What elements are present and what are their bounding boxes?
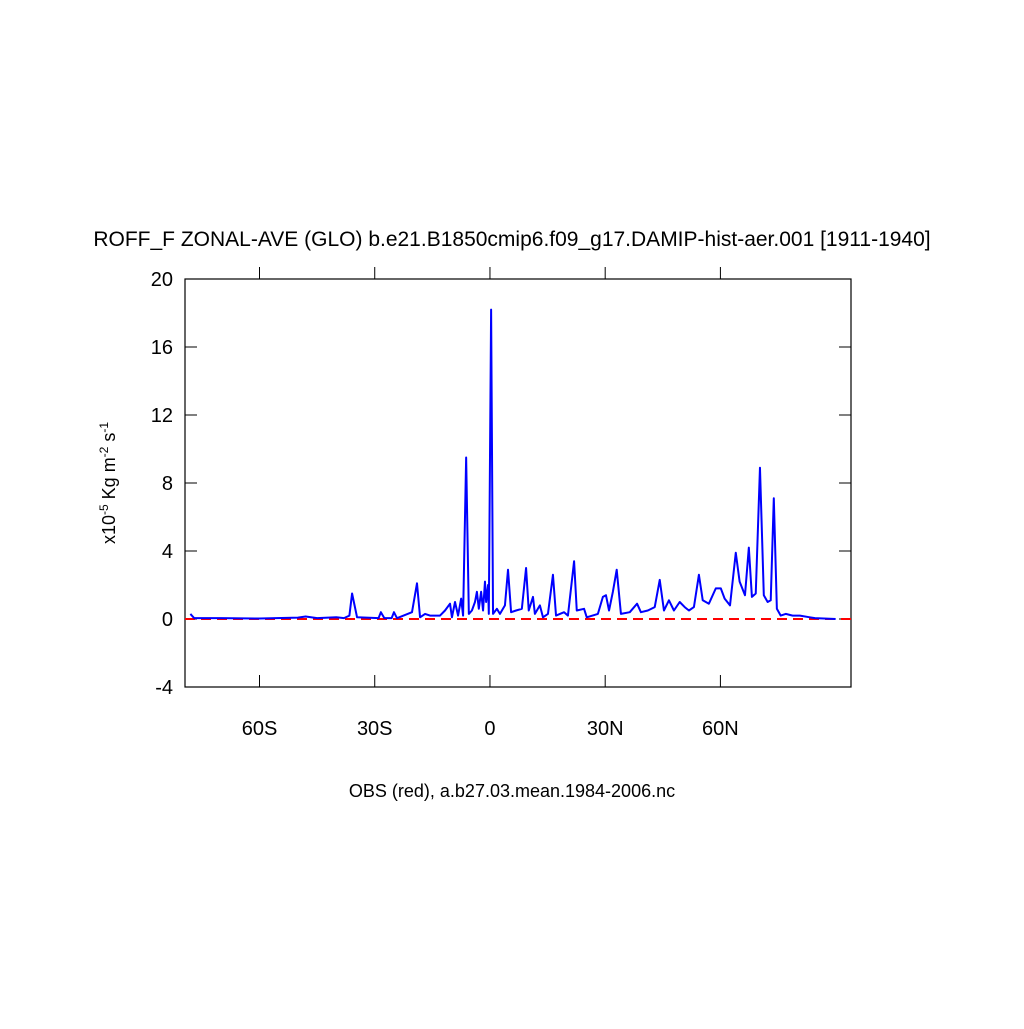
y-tick-label: 8 [162, 473, 173, 495]
x-tick-label: 30S [357, 718, 393, 740]
chart-title: ROFF_F ZONAL-AVE (GLO) b.e21.B1850cmip6.… [93, 228, 930, 251]
y-axis-label-part: x10 [99, 515, 119, 544]
y-axis-label-superscript: -5 [97, 504, 111, 515]
data-line [189, 308, 836, 620]
y-tick-label: 0 [162, 609, 173, 631]
x-tick-label: 30N [587, 718, 624, 740]
y-tick-label: 16 [151, 337, 173, 359]
y-tick-label: 12 [151, 405, 173, 427]
y-tick-label: 20 [151, 269, 173, 291]
y-tick-label: 4 [162, 541, 173, 563]
y-axis-label-part: s [99, 433, 119, 447]
x-tick-label: 60N [702, 718, 739, 740]
plot-frame [184, 278, 852, 688]
x-tick-label: 60S [242, 718, 278, 740]
y-axis-label-superscript: -1 [97, 422, 111, 433]
x-tick-label: 0 [484, 718, 495, 740]
y-axis-label: x10-5 Kg m-2 s-1 [97, 422, 119, 544]
y-axis-label-superscript: -2 [97, 446, 111, 457]
y-tick-label: -4 [155, 677, 173, 699]
y-axis-label-part: Kg m [99, 457, 119, 504]
x-axis-label: OBS (red), a.b27.03.mean.1984-2006.nc [349, 781, 675, 801]
